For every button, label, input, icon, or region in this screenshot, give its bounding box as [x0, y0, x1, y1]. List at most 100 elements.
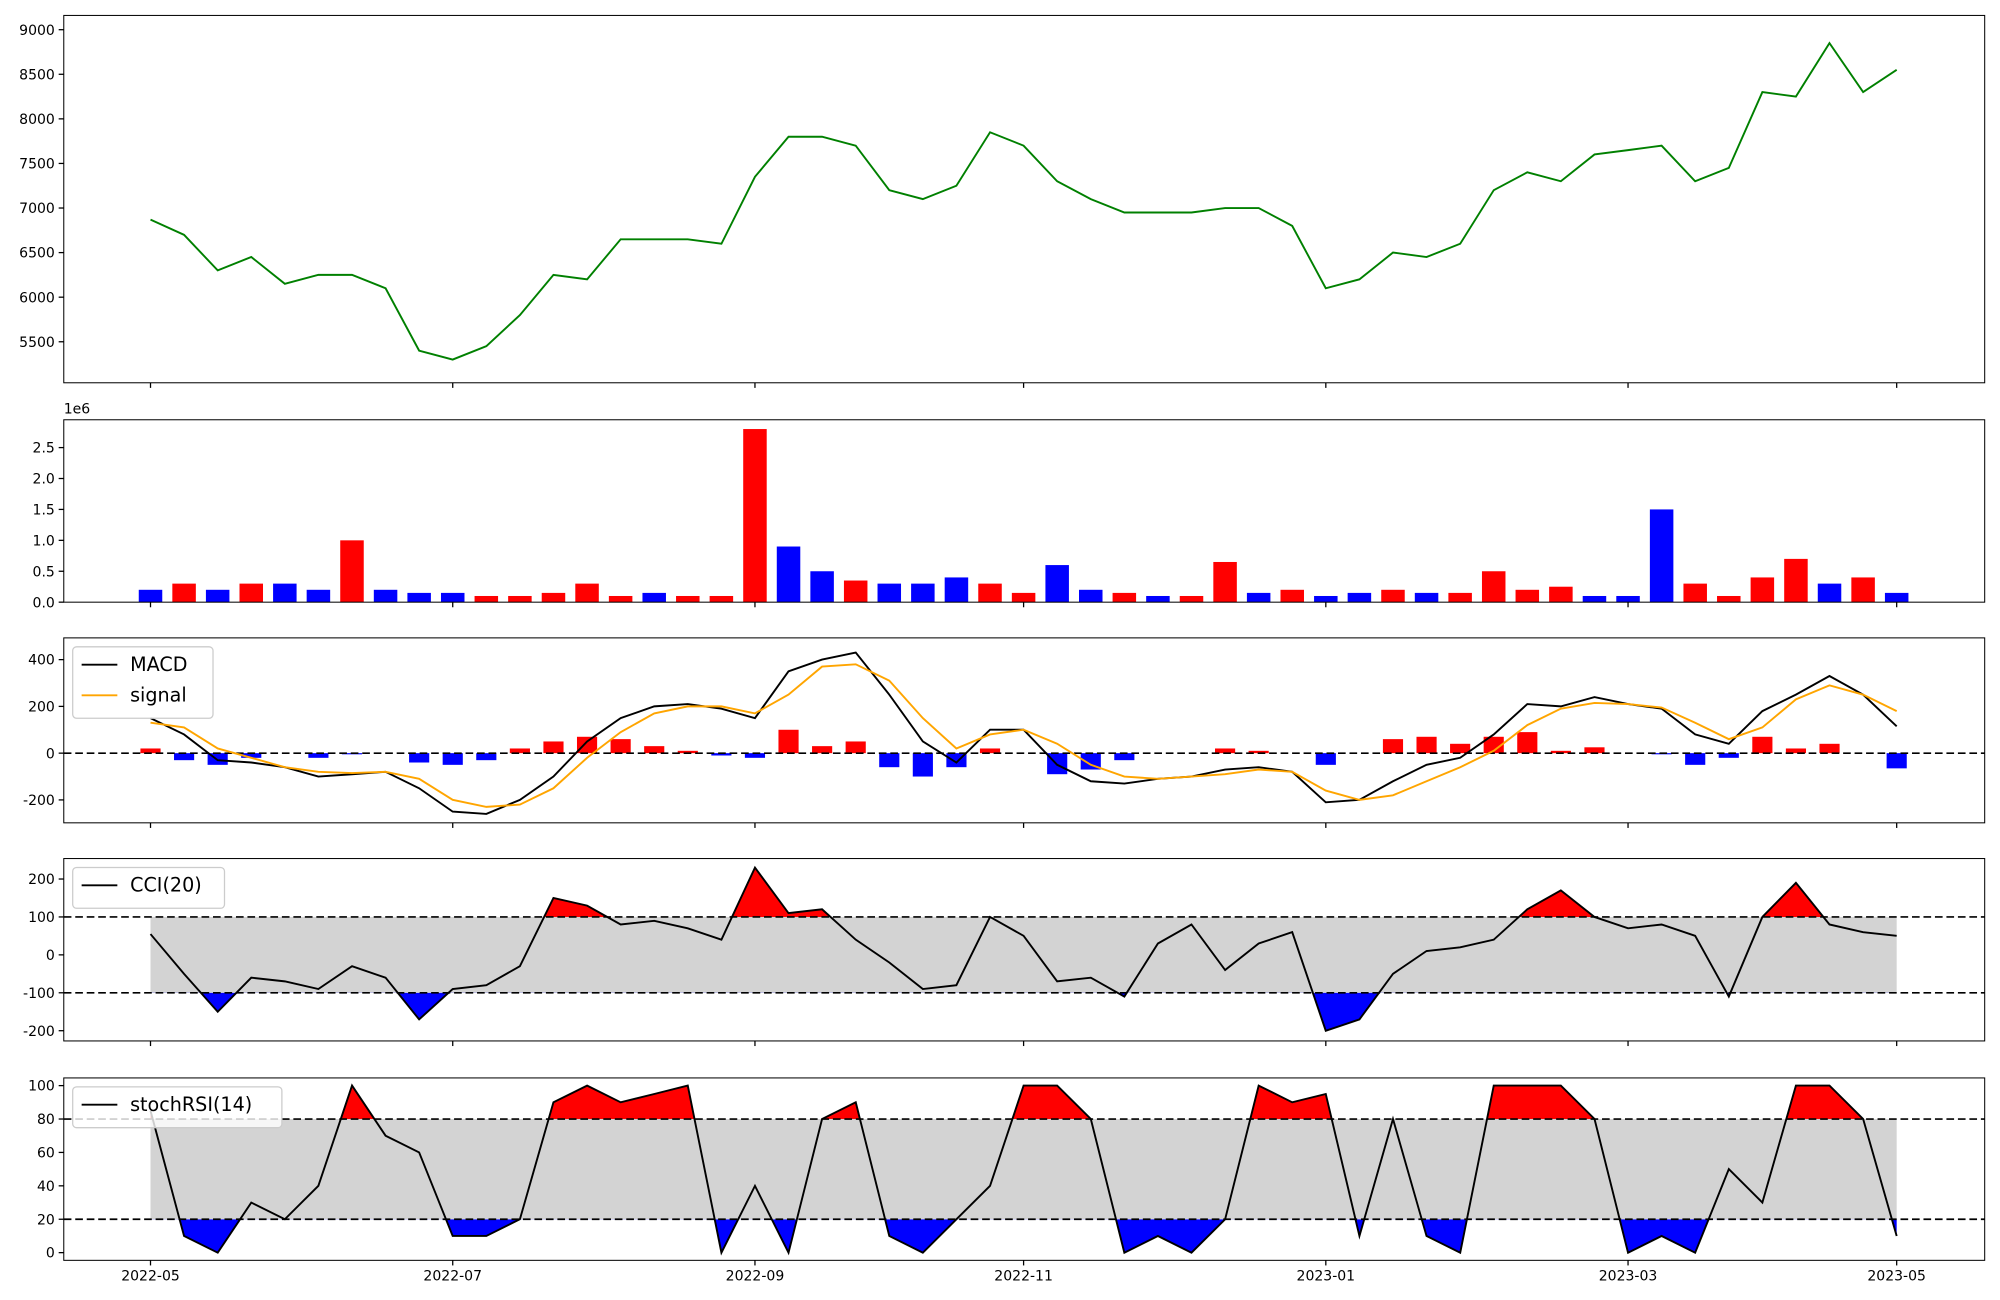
volume-bar — [205, 589, 230, 603]
x-tick-label: 2023-01 — [1297, 1269, 1356, 1285]
panel: -200 0 200 400 MACD signal — [23, 637, 1986, 828]
histogram-bar — [677, 750, 698, 754]
histogram-bar — [744, 753, 766, 758]
volume-bar — [1582, 595, 1607, 603]
panel: 5500 6000 6500 7000 7500 8000 8500 9000 — [19, 14, 1986, 388]
indicator-line — [149, 865, 1897, 1032]
volume-bar — [676, 595, 700, 603]
volume-bar — [306, 589, 331, 603]
histogram-bar — [308, 753, 329, 758]
volume-bar — [239, 583, 264, 603]
volume-bar — [1683, 583, 1707, 603]
legend-label: MACD — [130, 653, 187, 676]
histogram-bar — [409, 753, 430, 763]
histogram-bar — [1382, 739, 1404, 754]
histogram-bar — [1215, 748, 1236, 754]
volume-bar — [1213, 561, 1237, 603]
histogram-bar — [1752, 736, 1773, 754]
histogram-bar — [1483, 736, 1504, 754]
volume-bar — [1851, 577, 1875, 603]
histogram-bar — [812, 746, 833, 754]
volume-bar — [843, 580, 868, 603]
histogram-bar — [610, 739, 631, 754]
volume-bar — [1515, 589, 1540, 603]
histogram-bar — [1886, 753, 1907, 769]
histogram-bar — [845, 741, 866, 754]
volume-bar — [1649, 509, 1674, 603]
y-tick-label: 20 — [37, 1212, 55, 1228]
histogram-bar — [778, 729, 799, 754]
panel: 0 20 40 60 80 100 2022-05 2022-07 2022-09 2022-11… — [28, 1077, 1986, 1285]
volume-bar — [911, 583, 935, 603]
y-tick-label: 6000 — [19, 290, 55, 306]
legend-box — [72, 1086, 283, 1129]
overbought-fill — [150, 1085, 1897, 1120]
y-tick-label: 200 — [28, 872, 55, 888]
histogram-bar — [979, 748, 1001, 754]
panel-frame — [63, 419, 1986, 603]
volume-bar — [743, 429, 767, 603]
histogram-bar — [1416, 736, 1437, 754]
volume-bar — [474, 595, 499, 603]
oversold-fill — [150, 1219, 1897, 1253]
volume-bar — [1414, 592, 1439, 603]
y-tick-label: 0.0 — [33, 595, 55, 611]
y-tick-label: 8500 — [19, 67, 55, 83]
volume-bar — [1717, 595, 1741, 603]
y-tick-label: 100 — [28, 1079, 55, 1095]
legend: MACD signal — [72, 646, 214, 719]
histogram-bar — [509, 748, 530, 754]
legend-label: stochRSI(14) — [130, 1093, 252, 1116]
histogram-bar — [1114, 753, 1135, 761]
y-tick-label: 400 — [28, 653, 55, 669]
volume-bar — [541, 592, 566, 603]
indicator-line — [150, 651, 1898, 815]
volume-bar — [1347, 592, 1372, 603]
volume-bar — [1448, 592, 1472, 603]
panel: -200 -100 0 100 200 CCI(20) — [23, 858, 1986, 1047]
volume-bar — [1011, 592, 1036, 603]
y-tick-label: 0 — [46, 948, 55, 964]
histogram-bar — [442, 753, 463, 765]
volume-bar — [138, 589, 163, 603]
neutral-band — [150, 916, 1897, 993]
volume-bar — [1549, 586, 1573, 603]
x-tick-label: 2022-11 — [994, 1269, 1053, 1285]
volume-bar — [273, 583, 297, 603]
volume-bar — [877, 583, 902, 603]
histogram-bar — [1584, 747, 1605, 754]
y-tick-label: 9000 — [19, 23, 55, 39]
indicator-line — [150, 663, 1898, 808]
histogram-bar — [1685, 753, 1706, 765]
histogram-bar — [879, 753, 900, 768]
volume-bar — [810, 571, 834, 603]
volume-bar — [373, 589, 398, 603]
neutral-band — [150, 1119, 1897, 1220]
y-tick-label: 2.5 — [33, 441, 55, 457]
panel-frame — [63, 637, 1986, 824]
y-tick-label: 5500 — [19, 335, 55, 351]
histogram-bar — [711, 753, 732, 756]
histogram-bar — [1450, 743, 1471, 754]
indicator-line — [149, 1083, 1898, 1256]
volume-bar — [978, 583, 1002, 603]
y-tick-label: -200 — [23, 793, 55, 809]
volume-bar — [1481, 571, 1506, 603]
volume-bar — [1045, 565, 1069, 603]
x-tick-label: 2023-05 — [1867, 1269, 1926, 1285]
volume-bar — [172, 583, 196, 603]
volume-bar — [508, 595, 532, 603]
volume-bar — [1817, 583, 1842, 603]
volume-bar — [1784, 558, 1808, 603]
volume-bar — [440, 592, 465, 603]
histogram-bar — [1248, 750, 1269, 754]
histogram-bar — [1517, 732, 1538, 754]
y-tick-label: 200 — [28, 699, 55, 715]
price-line — [150, 41, 1898, 361]
legend-box — [72, 866, 226, 909]
y-tick-label: 0 — [46, 746, 55, 762]
y-tick-label: 80 — [37, 1112, 55, 1128]
offset-label: 1e6 — [64, 401, 91, 417]
histogram-bar — [1718, 753, 1739, 758]
volume-bar — [1280, 589, 1304, 603]
